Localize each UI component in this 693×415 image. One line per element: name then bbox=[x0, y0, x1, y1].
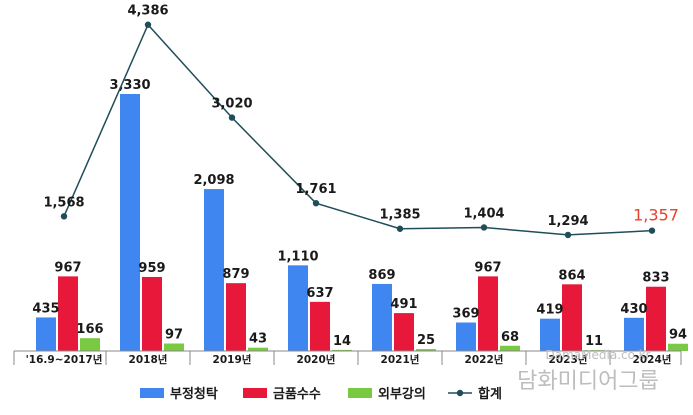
bar-label-외부강의-5: 68 bbox=[501, 330, 519, 345]
bar-부정청탁-1 bbox=[120, 94, 140, 351]
bar-label-부정청탁-1: 3,330 bbox=[109, 78, 150, 93]
bar-금품수수-0 bbox=[58, 276, 78, 351]
bar-외부강의-1 bbox=[164, 343, 184, 351]
bar-외부강의-2 bbox=[248, 347, 268, 351]
watermark: DamaMedia.co.kr 담화미디어그룹 bbox=[517, 348, 659, 394]
bar-부정청탁-0 bbox=[36, 317, 56, 351]
bar-부정청탁-5 bbox=[456, 322, 476, 351]
bar-label-외부강의-2: 43 bbox=[249, 332, 267, 347]
bar-label-부정청탁-2: 2,098 bbox=[193, 173, 234, 188]
line-point-3 bbox=[312, 199, 320, 207]
bar-label-금품수수-2: 879 bbox=[222, 267, 249, 282]
bar-label-금품수수-1: 959 bbox=[138, 261, 165, 276]
bar-label-부정청탁-0: 435 bbox=[32, 301, 59, 316]
line-point-4 bbox=[396, 225, 404, 232]
bar-금품수수-5 bbox=[478, 276, 498, 351]
bar-label-금품수수-0: 967 bbox=[54, 260, 81, 275]
total-line-layer: 1,568 4,386 3,020 1,761 1,385 1,404 1,294 1,357 bbox=[43, 4, 679, 239]
legend-label-외부강의: 외부강의 bbox=[378, 386, 426, 402]
line-label-1: 4,386 bbox=[127, 4, 168, 19]
x-tick-label-1: 2018년 bbox=[129, 353, 168, 366]
line-label-7: 1,357 bbox=[633, 206, 679, 225]
bar-label-부정청탁-6: 419 bbox=[536, 303, 563, 318]
legend-line-marker bbox=[456, 389, 464, 397]
bar-부정청탁-2 bbox=[204, 189, 224, 351]
bar-label-외부강의-1: 97 bbox=[165, 328, 183, 343]
bar-금품수수-2 bbox=[226, 283, 246, 351]
legend-swatch-금품수수 bbox=[243, 388, 267, 398]
bar-금품수수-3 bbox=[310, 301, 330, 351]
bar-label-외부강의-7: 94 bbox=[669, 328, 687, 343]
line-point-2 bbox=[228, 114, 236, 121]
line-point-6 bbox=[564, 231, 572, 239]
x-tick-label-5: 2022년 bbox=[465, 353, 504, 366]
bar-label-금품수수-6: 864 bbox=[558, 268, 585, 283]
bar-label-외부강의-6: 11 bbox=[585, 334, 603, 349]
x-tick-layer: '16.9~2017년 2018년 2019년 2020년 2021년 2022년 2023… bbox=[13, 351, 682, 366]
bar-부정청탁-4 bbox=[372, 283, 392, 351]
bar-외부강의-3 bbox=[332, 349, 352, 351]
bar-외부강의-0 bbox=[80, 338, 100, 351]
bar-label-부정청탁-7: 430 bbox=[620, 302, 647, 317]
x-tick-label-3: 2020년 bbox=[297, 353, 336, 366]
line-label-3: 1,761 bbox=[295, 182, 336, 197]
bar-label-외부강의-0: 166 bbox=[76, 322, 103, 337]
watermark-name: 담화미디어그룹 bbox=[517, 369, 659, 394]
line-point-0 bbox=[60, 213, 68, 220]
line-label-2: 3,020 bbox=[211, 97, 252, 112]
bar-부정청탁-3 bbox=[288, 265, 308, 351]
line-합계 bbox=[63, 23, 653, 236]
bar-label-외부강의-4: 25 bbox=[417, 333, 435, 348]
x-tick-label-7: 2024년 bbox=[633, 353, 672, 366]
legend-label-합계: 합계 bbox=[478, 386, 502, 402]
line-point-7 bbox=[648, 227, 656, 234]
bar-label-부정청탁-5: 369 bbox=[452, 307, 479, 322]
line-point-1 bbox=[144, 21, 152, 28]
bar-label-금품수수-3: 637 bbox=[306, 286, 333, 301]
x-tick-label-4: 2021년 bbox=[381, 353, 420, 366]
bar-금품수수-6 bbox=[562, 284, 582, 351]
bar-부정청탁-6 bbox=[540, 318, 560, 351]
bar-label-부정청탁-4: 869 bbox=[368, 268, 395, 283]
line-label-6: 1,294 bbox=[547, 214, 588, 229]
bar-금품수수-4 bbox=[394, 313, 414, 351]
watermark-url: DamaMedia.co.kr bbox=[546, 348, 651, 362]
legend-label-금품수수: 금품수수 bbox=[273, 387, 321, 402]
bar-금품수수-1 bbox=[142, 276, 162, 351]
legend: 부정청탁 금품수수 외부강의 합계 bbox=[140, 386, 502, 402]
bar-label-layer: 435 3,330 2,098 1,110 869 369 419 430 967 959 879 6… bbox=[32, 78, 687, 349]
bar-label-금품수수-5: 967 bbox=[474, 260, 501, 275]
bar-label-금품수수-7: 833 bbox=[642, 271, 669, 286]
legend-swatch-부정청탁 bbox=[140, 388, 164, 398]
bar-label-부정청탁-3: 1,110 bbox=[277, 249, 318, 264]
line-label-4: 1,385 bbox=[379, 208, 420, 223]
bar-외부강의-5 bbox=[500, 345, 520, 351]
line-label-5: 1,404 bbox=[463, 206, 504, 221]
bar-layer bbox=[36, 94, 688, 351]
legend-label-부정청탁: 부정청탁 bbox=[170, 386, 218, 402]
line-point-5 bbox=[480, 224, 488, 231]
bar-label-금품수수-4: 491 bbox=[390, 297, 417, 312]
x-tick-label-6: 2023년 bbox=[549, 353, 588, 366]
bar-label-외부강의-3: 14 bbox=[333, 334, 351, 349]
bar-외부강의-4 bbox=[416, 349, 436, 351]
line-label-0: 1,568 bbox=[43, 195, 84, 210]
x-tick-label-0: '16.9~2017년 bbox=[26, 353, 103, 366]
bar-금품수수-7 bbox=[646, 286, 666, 351]
legend-swatch-외부강의 bbox=[348, 388, 372, 398]
bar-외부강의-7 bbox=[668, 343, 688, 351]
x-tick-label-2: 2019년 bbox=[213, 353, 252, 366]
bar-부정청탁-7 bbox=[624, 317, 644, 351]
